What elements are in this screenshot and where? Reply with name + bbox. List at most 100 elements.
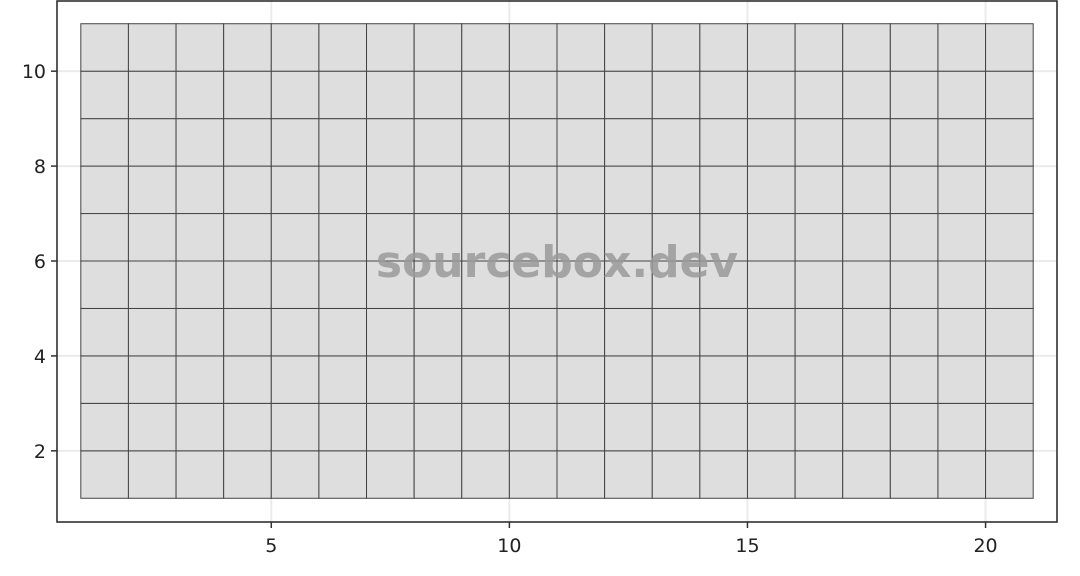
y-tick-label: 8 <box>34 156 46 178</box>
tile <box>794 165 844 215</box>
tile <box>80 213 129 262</box>
tile <box>127 70 177 120</box>
tile <box>794 402 844 452</box>
tile <box>842 307 891 357</box>
tile <box>508 355 558 404</box>
tile <box>746 165 796 215</box>
tile <box>699 402 748 452</box>
tile <box>746 23 796 72</box>
tile <box>604 165 653 215</box>
tile <box>461 355 510 404</box>
tile <box>985 165 1034 215</box>
tile <box>175 260 225 309</box>
tile <box>223 307 272 357</box>
tile <box>175 118 225 167</box>
tile <box>461 70 510 120</box>
tile <box>842 260 891 309</box>
tile <box>556 70 606 120</box>
tile <box>508 260 558 309</box>
watermark: sourcebox.dev <box>376 237 739 288</box>
tile <box>80 450 129 499</box>
tile <box>794 355 844 404</box>
tile <box>366 213 415 262</box>
x-tick-label: 20 <box>973 535 997 557</box>
tile <box>318 450 368 499</box>
tile <box>318 23 368 72</box>
tile <box>413 260 463 309</box>
tile <box>889 307 939 357</box>
tile <box>80 402 129 452</box>
tile <box>366 165 415 215</box>
tile <box>889 450 939 499</box>
tile <box>985 213 1034 262</box>
tile <box>651 70 701 120</box>
tile <box>746 307 796 357</box>
tile <box>794 260 844 309</box>
tile <box>223 260 272 309</box>
tile <box>937 450 987 499</box>
tile <box>556 402 606 452</box>
tile <box>937 260 987 309</box>
tile <box>366 23 415 72</box>
tile <box>318 165 368 215</box>
tile <box>842 70 891 120</box>
tile <box>508 23 558 72</box>
y-tick-label: 4 <box>34 346 46 368</box>
tile <box>270 402 320 452</box>
tile <box>318 307 368 357</box>
tile <box>651 118 701 167</box>
tile <box>604 213 653 262</box>
tile <box>985 70 1034 120</box>
tile <box>175 165 225 215</box>
tile <box>127 23 177 72</box>
tile <box>80 118 129 167</box>
tile <box>651 213 701 262</box>
tile <box>556 213 606 262</box>
tile <box>413 70 463 120</box>
tile <box>889 213 939 262</box>
tile <box>889 23 939 72</box>
tile <box>937 165 987 215</box>
tile <box>270 70 320 120</box>
y-tick-label: 6 <box>34 251 46 273</box>
tile <box>270 213 320 262</box>
tile <box>508 402 558 452</box>
tile <box>127 307 177 357</box>
tile <box>318 260 368 309</box>
tile <box>794 118 844 167</box>
tile <box>413 450 463 499</box>
tile <box>746 118 796 167</box>
tile <box>366 118 415 167</box>
tile <box>746 355 796 404</box>
tile <box>889 402 939 452</box>
tile <box>651 260 701 309</box>
tile <box>175 307 225 357</box>
tile <box>80 70 129 120</box>
tile <box>746 402 796 452</box>
tile <box>127 260 177 309</box>
tile <box>937 213 987 262</box>
tile <box>223 450 272 499</box>
tile <box>508 70 558 120</box>
tile <box>80 307 129 357</box>
tile <box>80 260 129 309</box>
tile <box>604 118 653 167</box>
tile <box>413 402 463 452</box>
tile <box>556 307 606 357</box>
tile <box>318 70 368 120</box>
tile <box>746 70 796 120</box>
tile <box>413 355 463 404</box>
tile <box>366 450 415 499</box>
tile <box>889 118 939 167</box>
x-tick-label: 15 <box>735 535 759 557</box>
tile <box>508 213 558 262</box>
tile <box>651 307 701 357</box>
tile <box>461 307 510 357</box>
tile <box>175 70 225 120</box>
tile <box>699 355 748 404</box>
tile <box>127 402 177 452</box>
tile <box>270 118 320 167</box>
tile <box>413 307 463 357</box>
tile <box>842 23 891 72</box>
